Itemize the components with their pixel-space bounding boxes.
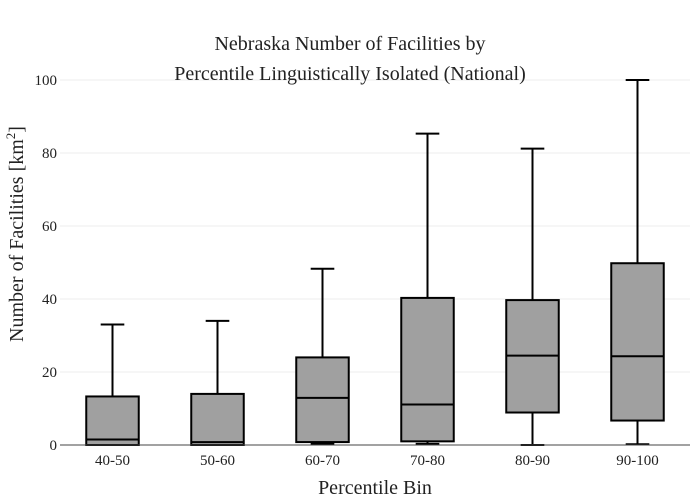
chart-title-line-1: Nebraska Number of Facilities by — [214, 33, 485, 55]
y-tick-label: 40 — [42, 292, 57, 308]
y-tick-label: 0 — [50, 438, 58, 454]
x-tick-label: 90-100 — [616, 453, 659, 469]
x-tick-label: 50-60 — [200, 453, 235, 469]
x-tick-label: 80-90 — [515, 453, 550, 469]
y-axis-title: Number of Facilities [km2] — [3, 126, 28, 342]
box-rect — [85, 395, 140, 446]
y-axis-title-main: Number of Facilities [km — [6, 139, 28, 342]
box-70-80 — [400, 132, 455, 445]
y-axis-title-end: ] — [6, 126, 28, 133]
y-axis-title-superscript: 2 — [3, 133, 18, 140]
box-60-70 — [295, 267, 350, 445]
box-rect — [190, 392, 245, 446]
y-tick-label: 60 — [42, 219, 57, 235]
x-tick-labels: 40-50 50-60 60-70 70-80 80-90 90-100 — [95, 453, 659, 469]
y-tick-label: 20 — [42, 365, 57, 381]
box-rect — [400, 296, 455, 443]
box-80-90 — [505, 147, 560, 446]
x-tick-label: 70-80 — [410, 453, 445, 469]
box-rect — [295, 356, 350, 444]
box-series — [85, 79, 665, 446]
y-tick-label: 100 — [35, 73, 58, 89]
box-90-100 — [610, 79, 665, 446]
box-50-60 — [190, 319, 245, 446]
y-tick-labels: 0 20 40 60 80 100 — [35, 73, 58, 454]
chart-title-line-2: Percentile Linguistically Isolated (Nati… — [174, 63, 526, 85]
box-40-50 — [85, 323, 140, 446]
x-tick-label: 60-70 — [305, 453, 340, 469]
y-tick-label: 80 — [42, 146, 57, 162]
x-tick-label: 40-50 — [95, 453, 130, 469]
box-rect — [610, 262, 665, 422]
x-axis-title: Percentile Bin — [318, 477, 432, 499]
grid-lines — [60, 79, 690, 373]
